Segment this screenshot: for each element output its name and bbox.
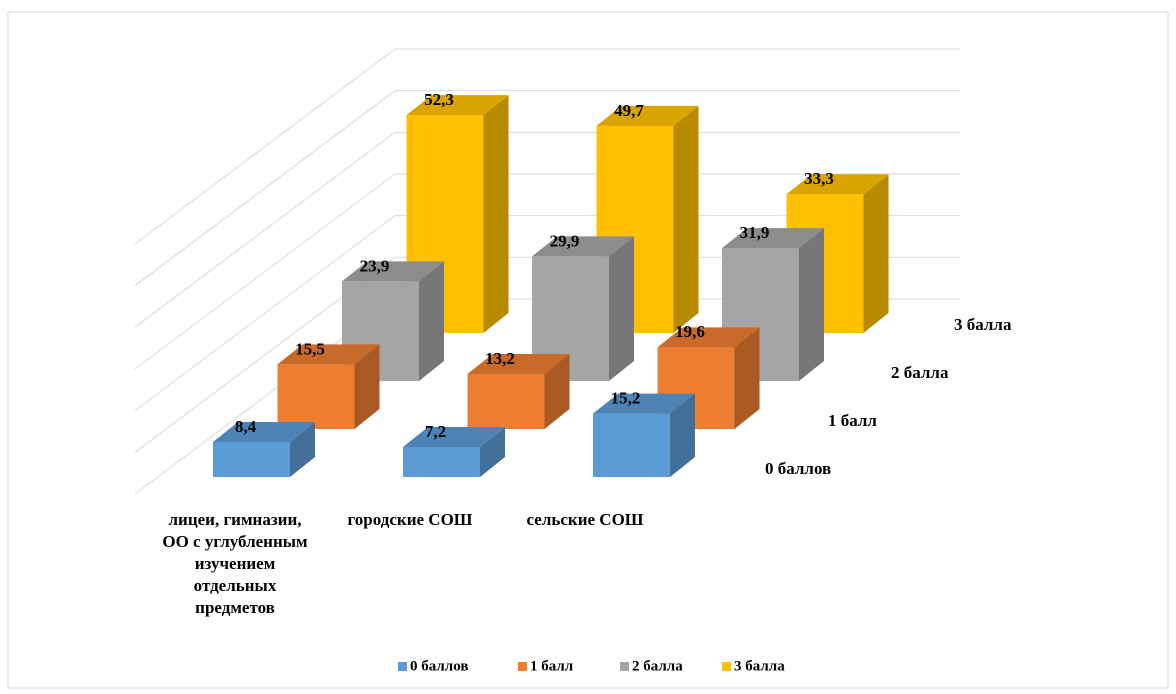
bar-front (467, 374, 545, 429)
legend-swatch (620, 662, 629, 671)
bar-front (403, 447, 480, 477)
bar (467, 354, 570, 429)
legend-swatch (398, 662, 407, 671)
bar-side (290, 422, 315, 477)
bar-front (532, 256, 609, 381)
bar (213, 422, 315, 477)
data-label: 8,4 (235, 417, 257, 436)
bar-top (213, 422, 315, 442)
bar-top (722, 228, 824, 249)
bar-side (863, 174, 889, 333)
bar-top (467, 354, 570, 374)
bar (593, 393, 695, 477)
bar-front (277, 364, 355, 429)
bar-side (419, 261, 444, 381)
bar-top (657, 327, 760, 348)
data-label: 33,3 (804, 169, 834, 188)
data-label: 13,2 (485, 349, 515, 368)
bar (277, 344, 380, 429)
legend-label: 0 баллов (410, 658, 468, 674)
bar-top (593, 393, 695, 414)
bar (532, 236, 634, 381)
bar-side (483, 95, 509, 333)
bar-front (593, 413, 670, 477)
bar-side (354, 344, 380, 429)
data-label: 19,6 (675, 322, 705, 341)
x-tick-label: лицеи, гимназии, ОО с углубленным изучен… (162, 510, 308, 617)
bar-top (596, 105, 699, 126)
grid-line (134, 90, 396, 287)
data-label: 15,5 (295, 339, 325, 358)
bar-side (673, 105, 699, 334)
bar-side (670, 393, 695, 477)
bar-top (532, 236, 634, 257)
bar-side (544, 354, 570, 429)
data-label: 15,2 (611, 389, 641, 408)
series-label: 0 баллов (765, 459, 831, 478)
data-label: 52,3 (424, 90, 454, 109)
bar-side (480, 427, 505, 477)
bar-top (403, 427, 505, 447)
grid-line (134, 131, 396, 328)
bar-top (406, 95, 509, 116)
bar-top (786, 174, 889, 195)
legend-label: 1 балл (530, 658, 574, 674)
data-label: 31,9 (740, 223, 770, 242)
data-label: 23,9 (360, 256, 390, 275)
x-tick-label: сельские СОШ (526, 510, 644, 529)
legend-swatch (518, 662, 527, 671)
data-label: 49,7 (614, 101, 644, 120)
bar-top (342, 261, 444, 282)
grid-line (134, 173, 396, 370)
legend-swatch (722, 662, 731, 671)
grid-line (134, 48, 396, 245)
series-label: 3 балла (954, 315, 1012, 334)
bar-front (213, 442, 290, 477)
x-tick-label: городские СОШ (347, 510, 473, 529)
grid-line (134, 215, 396, 412)
data-label: 7,2 (425, 422, 446, 441)
legend-label: 3 балла (734, 658, 785, 674)
bar-top (277, 344, 380, 365)
series-label: 2 балла (891, 363, 949, 382)
bar-side (609, 236, 634, 381)
series-label: 1 балл (828, 411, 877, 430)
data-label: 29,9 (550, 231, 580, 250)
bar-side (799, 228, 824, 381)
bar-side (734, 327, 760, 429)
bar (403, 427, 505, 477)
legend-label: 2 балла (632, 658, 683, 674)
